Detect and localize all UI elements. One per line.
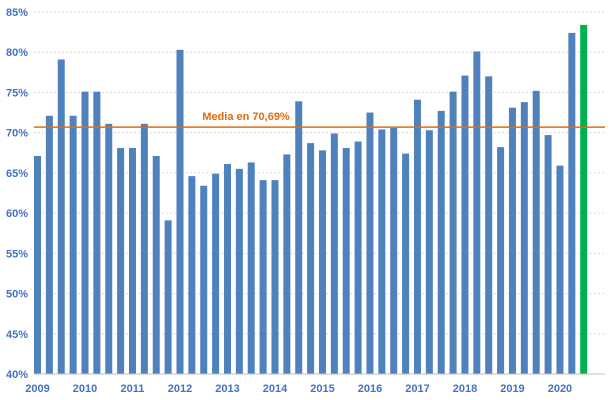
x-tick-label: 2016 [358,383,382,395]
bar [402,153,410,374]
y-tick-label: 75% [6,87,28,99]
bars [34,24,588,375]
y-tick-label: 80% [6,47,28,59]
bar [330,133,338,374]
y-tick-label: 40% [6,369,28,381]
bar [223,164,231,374]
y-tick-label: 70% [6,128,28,140]
bar [449,91,457,374]
bar [485,76,493,374]
bar [413,99,421,374]
x-tick-label: 2020 [548,383,572,395]
y-tick-label: 50% [6,289,28,301]
bar [473,51,481,374]
y-tick-label: 85% [6,7,28,19]
bar [188,176,196,374]
bar [200,185,208,374]
bar [425,130,433,374]
bar [235,168,243,374]
y-tick-label: 65% [6,168,28,180]
x-tick-label: 2018 [453,383,477,395]
bar [247,162,255,374]
bar [117,147,125,374]
bar [342,147,350,374]
x-tick-label: 2011 [121,383,145,395]
bar [259,180,267,374]
bar [57,59,65,375]
bar [461,75,469,374]
bar [318,150,326,374]
reference-line-label: Media en 70,69% [202,111,290,123]
bar [271,180,279,374]
bar [34,155,41,374]
bar [390,127,398,374]
x-tick-label: 2012 [168,383,192,395]
x-tick-label: 2013 [215,383,239,395]
y-tick-label: 45% [6,329,28,341]
bar [283,154,291,374]
bar [176,49,184,374]
y-tick-label: 55% [6,248,28,260]
bar [295,101,303,374]
x-tick-label: 2017 [405,383,429,395]
bar [307,143,315,374]
bar [508,107,516,375]
bar [164,220,172,374]
bar [45,115,53,375]
bar [544,135,552,374]
bar [354,141,362,374]
bar [212,173,220,374]
y-tick-label: 60% [6,208,28,220]
x-tick-label: 2009 [25,383,49,395]
x-tick-label: 2014 [263,383,288,395]
bar [93,91,101,374]
bar [437,110,445,375]
x-tick-label: 2010 [73,383,97,395]
bar [105,123,113,374]
bar [152,155,160,374]
bar [81,91,89,374]
bar-latest [580,24,588,374]
bar [568,32,576,374]
bar [128,147,136,374]
bar [378,129,386,374]
bar [520,102,528,374]
bar [366,112,374,375]
x-tick-label: 2015 [310,383,334,395]
x-tick-label: 2019 [500,383,524,395]
bar [532,90,540,374]
y-axis-ticks: 40% 45% 50% 55% 60% 65% 70% 75% 80% 85% [6,7,28,381]
x-axis-ticks: 2009 2010 2011 2012 2013 2014 2015 2016 2017 2018… [25,383,572,395]
bar [497,147,505,374]
bar [556,165,564,374]
bar [140,123,148,374]
bar [69,115,77,375]
